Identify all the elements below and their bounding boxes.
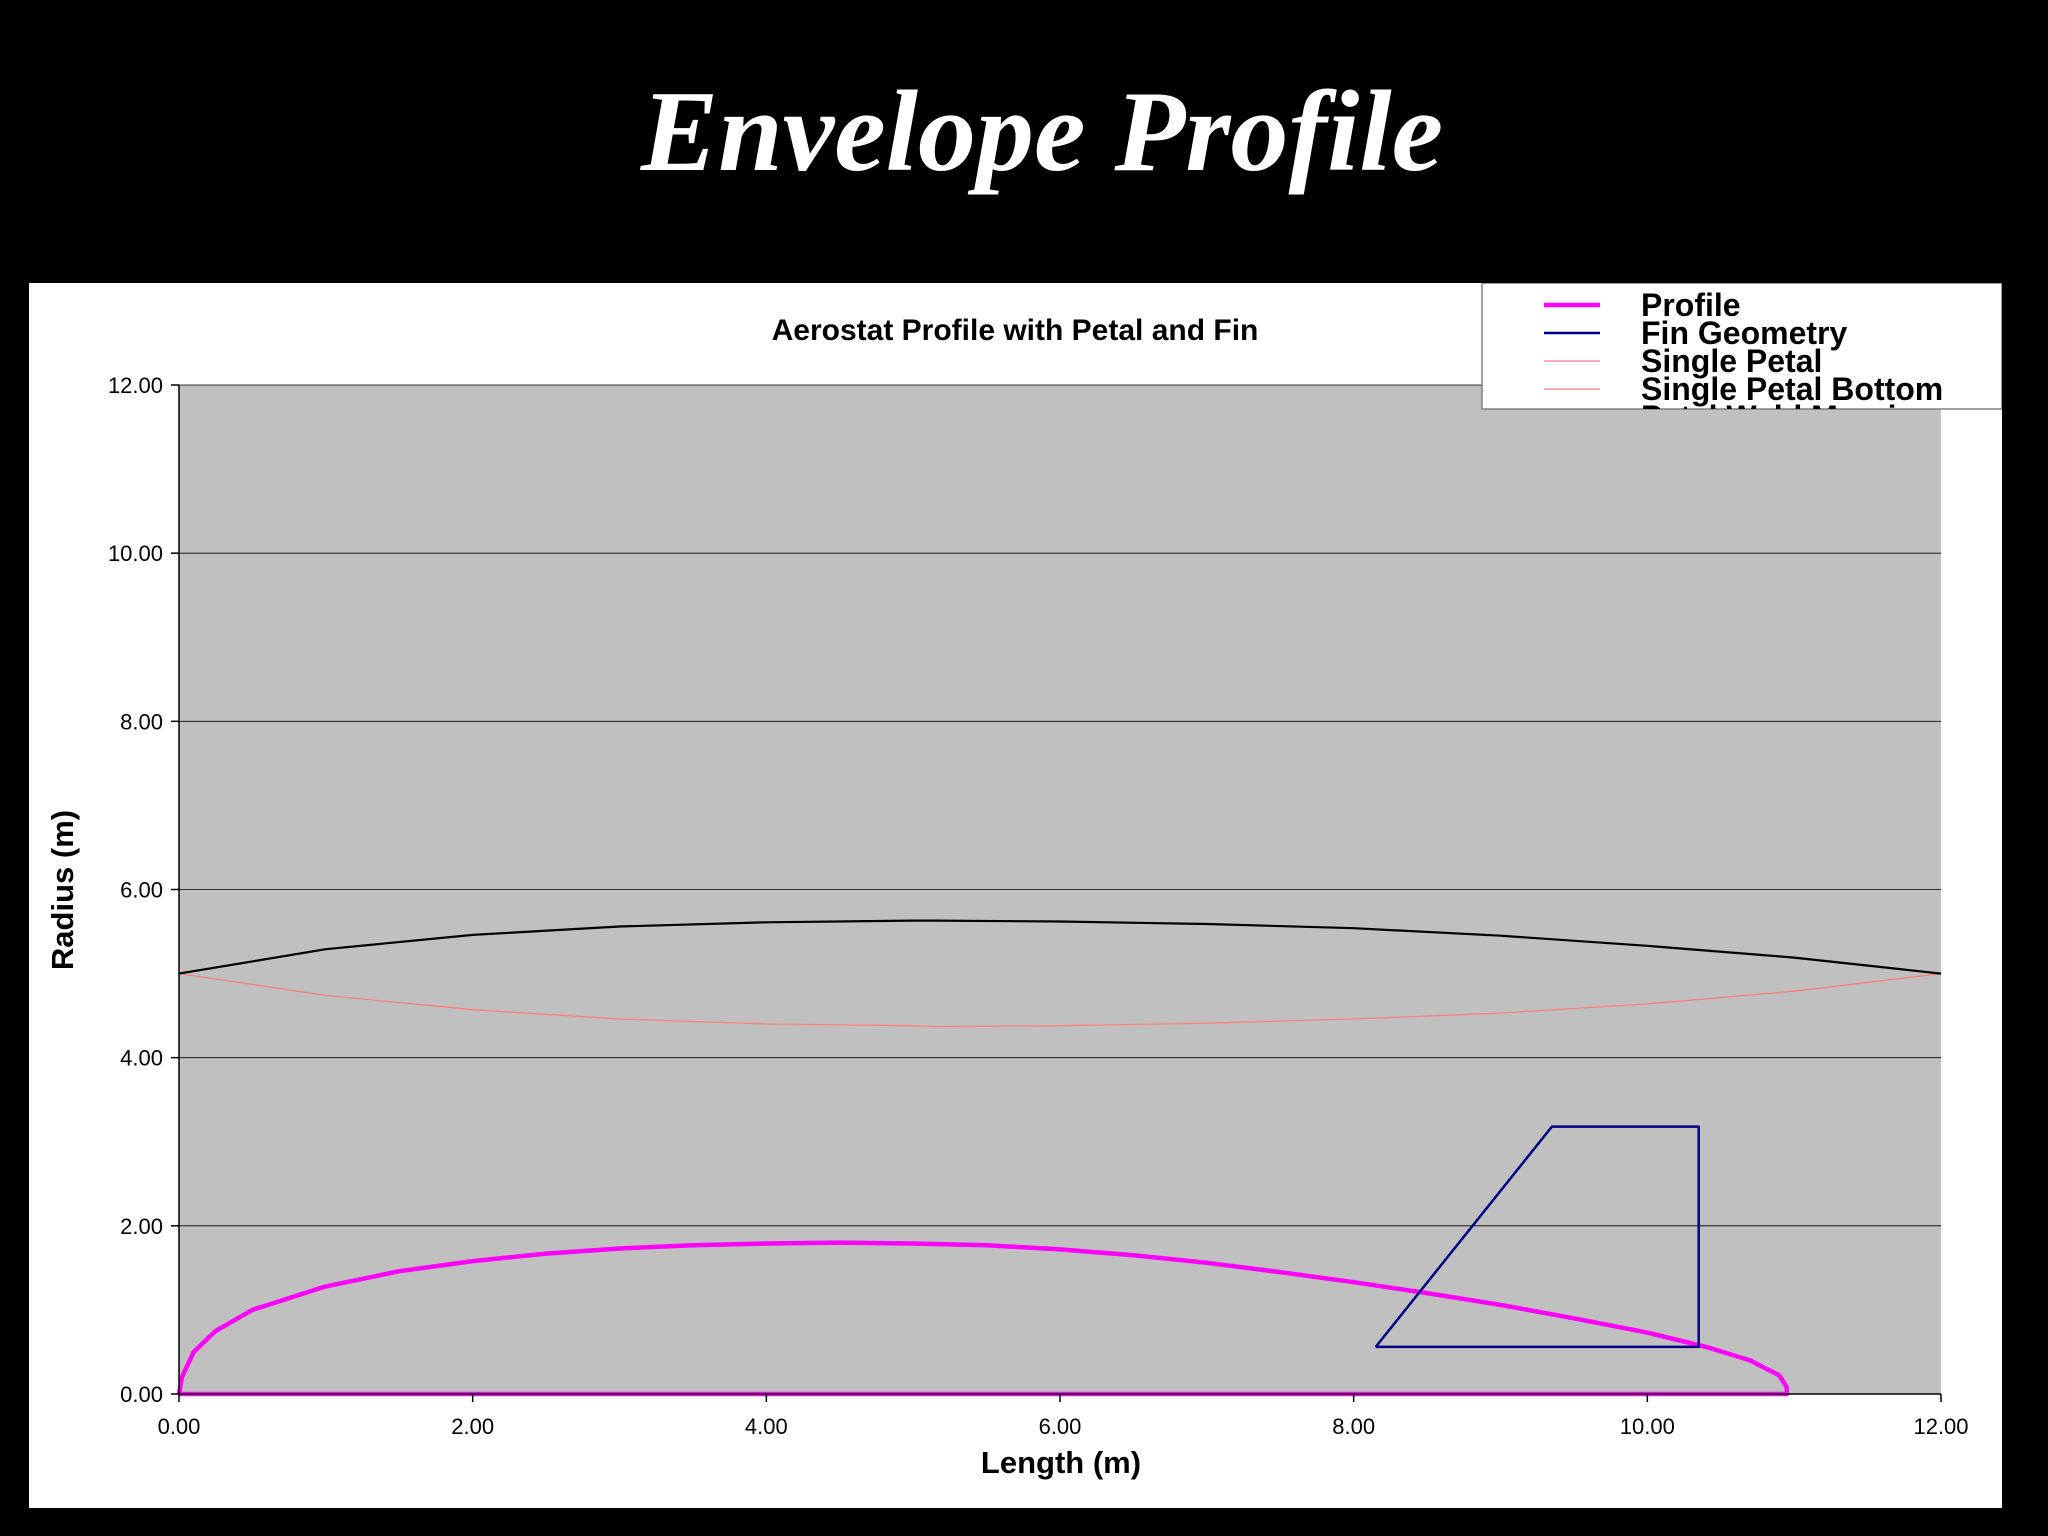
y-tick-label: 10.00 <box>108 541 163 566</box>
x-tick-label: 0.00 <box>158 1414 201 1439</box>
legend-label-profile: Profile <box>1641 287 1741 323</box>
y-ticks: 0.00 2.00 4.00 6.00 8.00 10.00 12.00 <box>108 373 179 1407</box>
chart-title: Aerostat Profile with Petal and Fin <box>772 314 1259 347</box>
chart-panel: 0.00 2.00 4.00 6.00 8.00 10.00 12.00 0.00 2.00 4… <box>29 283 2002 1508</box>
x-tick-label: 10.00 <box>1620 1414 1675 1439</box>
chart-svg: 0.00 2.00 4.00 6.00 8.00 10.00 12.00 0.00 2.00 4… <box>45 283 2002 1480</box>
y-tick-label: 4.00 <box>120 1046 163 1071</box>
series-fin-geometry <box>1374 1125 1700 1349</box>
series-layer <box>176 919 1942 1397</box>
y-tick-label: 2.00 <box>120 1214 163 1239</box>
legend-label-fin-geometry: Fin Geometry <box>1641 315 1847 351</box>
x-ticks: 0.00 2.00 4.00 6.00 8.00 10.00 12.00 <box>158 1394 1969 1439</box>
y-axis-title: Radius (m) <box>45 810 80 970</box>
x-tick-label: 4.00 <box>745 1414 788 1439</box>
legend-label-petal-weld-margin: Petal Weld Margin <box>1641 399 1916 435</box>
x-tick-label: 8.00 <box>1332 1414 1375 1439</box>
x-tick-label: 6.00 <box>1039 1414 1082 1439</box>
x-tick-label: 2.00 <box>451 1414 494 1439</box>
legend-label-single-petal-bottom: Single Petal Bottom <box>1641 371 1943 407</box>
y-tick-label: 6.00 <box>120 878 163 903</box>
series-single-petal-bottom <box>178 919 1942 975</box>
y-tick-label: 8.00 <box>120 709 163 734</box>
legend-label-single-petal: Single Petal <box>1641 343 1822 379</box>
y-tick-label: 0.00 <box>120 1382 163 1407</box>
slide-title: Envelope Profile <box>640 68 1444 196</box>
x-tick-label: 12.00 <box>1913 1414 1968 1439</box>
series-single-petal <box>178 972 1942 1028</box>
y-tick-label: 12.00 <box>108 373 163 398</box>
series-profile <box>176 1240 1790 1397</box>
x-axis-title: Length (m) <box>981 1445 1141 1480</box>
